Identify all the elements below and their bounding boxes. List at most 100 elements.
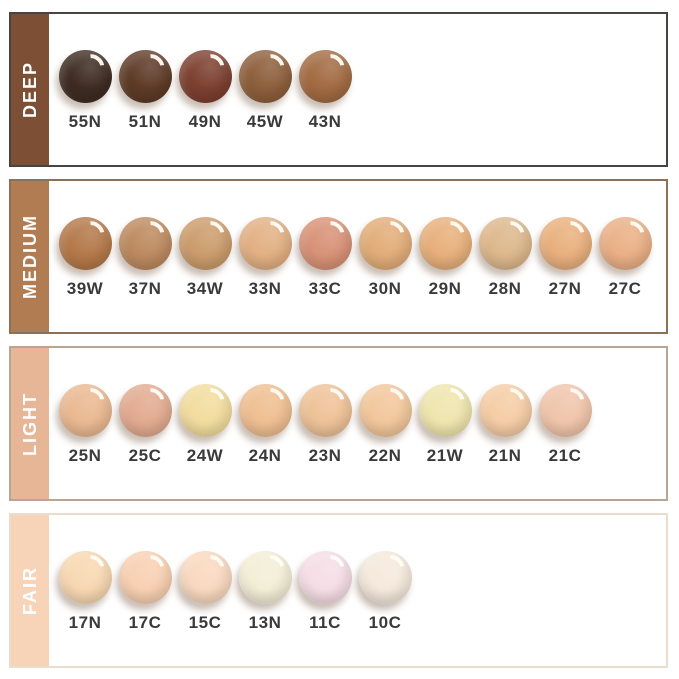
swatch-row: 25N 25C 24W 24N 23N 22N 21W 21N 21C (49, 348, 666, 499)
swatch-circle (58, 216, 112, 270)
shade-category-panel: LIGHT 25N 25C 24W 24N 23N 22N 21W 21N 21C (9, 346, 668, 501)
gloss-highlight-icon (137, 550, 169, 582)
swatch-circle (58, 383, 112, 437)
swatch-item: 21W (415, 383, 475, 466)
gloss-highlight-icon (557, 216, 589, 248)
category-sidebar: FAIR (11, 515, 49, 666)
swatch-circle (118, 49, 172, 103)
shade-code-label: 34W (186, 279, 224, 298)
swatch-item: 45W (235, 49, 295, 132)
swatch-item: 21N (475, 383, 535, 466)
shade-code-label: 10C (368, 613, 402, 632)
swatch-item: 15C (175, 550, 235, 633)
shade-code-label: 11C (309, 613, 341, 632)
shade-code-label: 24W (186, 446, 224, 465)
shade-code-label: 55N (68, 112, 102, 131)
swatch-item: 25C (115, 383, 175, 466)
swatch-item: 21C (535, 383, 595, 466)
shade-code-label: 15C (188, 613, 222, 632)
gloss-highlight-icon (377, 550, 409, 582)
swatch-item: 27N (535, 216, 595, 299)
swatch-item: 49N (175, 49, 235, 132)
shade-code-label: 27N (548, 279, 582, 298)
shade-code-label: 28N (488, 279, 522, 298)
swatch-item: 22N (355, 383, 415, 466)
gloss-highlight-icon (497, 383, 529, 415)
swatch-row: 17N 17C 15C 13N 11C 10C (49, 515, 666, 666)
gloss-highlight-icon (77, 216, 109, 248)
gloss-highlight-icon (137, 383, 169, 415)
shade-code-label: 13N (248, 613, 282, 632)
gloss-highlight-icon (377, 383, 409, 415)
swatch-item: 33N (235, 216, 295, 299)
gloss-highlight-icon (497, 216, 529, 248)
swatch-item: 37N (115, 216, 175, 299)
category-label: MEDIUM (19, 214, 40, 299)
shade-code-label: 43N (308, 112, 342, 131)
swatch-row: 55N 51N 49N 45W 43N (49, 14, 666, 165)
gloss-highlight-icon (437, 383, 469, 415)
category-label: DEEP (19, 60, 40, 119)
swatch-circle (118, 550, 172, 604)
swatch-circle (598, 216, 652, 270)
gloss-highlight-icon (77, 49, 109, 81)
shade-code-label: 22N (368, 446, 402, 465)
shade-code-label: 17C (128, 613, 162, 632)
swatch-circle (118, 383, 172, 437)
gloss-highlight-icon (317, 383, 349, 415)
category-label: LIGHT (19, 391, 40, 456)
swatch-item: 55N (55, 49, 115, 132)
shade-category-panel: FAIR 17N 17C 15C 13N 11C 10C (9, 513, 668, 668)
swatch-circle (178, 383, 232, 437)
swatch-item: 43N (295, 49, 355, 132)
swatch-circle (238, 216, 292, 270)
swatch-circle (358, 216, 412, 270)
category-sidebar: DEEP (11, 14, 49, 165)
swatch-item: 34W (175, 216, 235, 299)
gloss-highlight-icon (257, 550, 289, 582)
swatch-circle (538, 216, 592, 270)
shade-code-label: 27C (608, 279, 642, 298)
gloss-highlight-icon (317, 49, 349, 81)
swatch-circle (238, 383, 292, 437)
gloss-highlight-icon (317, 550, 349, 582)
shade-code-label: 25N (68, 446, 102, 465)
gloss-highlight-icon (77, 383, 109, 415)
swatch-circle (238, 550, 292, 604)
shade-code-label: 51N (128, 112, 162, 131)
swatch-item: 28N (475, 216, 535, 299)
shade-code-label: 39W (66, 279, 104, 298)
swatch-item: 23N (295, 383, 355, 466)
gloss-highlight-icon (77, 550, 109, 582)
swatch-circle (298, 49, 352, 103)
shade-code-label: 24N (248, 446, 282, 465)
shade-code-label: 49N (188, 112, 222, 131)
swatch-circle (178, 49, 232, 103)
swatch-circle (358, 550, 412, 604)
shade-code-label: 33C (308, 279, 342, 298)
gloss-highlight-icon (617, 216, 649, 248)
swatch-item: 30N (355, 216, 415, 299)
swatch-circle (538, 383, 592, 437)
gloss-highlight-icon (197, 49, 229, 81)
gloss-highlight-icon (257, 383, 289, 415)
shade-code-label: 37N (128, 279, 162, 298)
swatch-circle (298, 216, 352, 270)
shade-code-label: 23N (308, 446, 342, 465)
swatch-item: 25N (55, 383, 115, 466)
swatch-item: 17N (55, 550, 115, 633)
shade-code-label: 25C (128, 446, 162, 465)
gloss-highlight-icon (197, 216, 229, 248)
category-sidebar: LIGHT (11, 348, 49, 499)
shade-code-label: 21W (426, 446, 464, 465)
shade-code-label: 45W (246, 112, 284, 131)
swatch-circle (298, 550, 352, 604)
shade-code-label: 21N (488, 446, 522, 465)
gloss-highlight-icon (317, 216, 349, 248)
swatch-item: 10C (355, 550, 415, 633)
shade-category-panel: MEDIUM 39W 37N 34W 33N 33C 30N 29N 28N 27N 27C (9, 179, 668, 334)
swatch-item: 29N (415, 216, 475, 299)
swatch-circle (478, 383, 532, 437)
swatch-item: 39W (55, 216, 115, 299)
swatch-circle (58, 49, 112, 103)
